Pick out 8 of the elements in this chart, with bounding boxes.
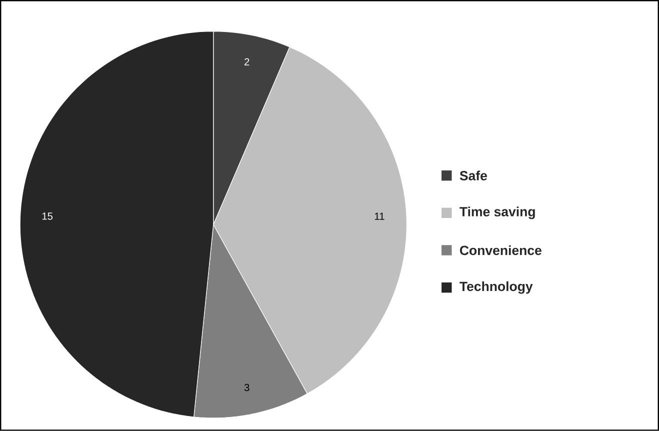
data-label: 15 — [42, 212, 53, 220]
data-label: 11 — [374, 212, 384, 220]
legend-label: Safe — [460, 170, 487, 180]
data-label: 2 — [244, 58, 250, 66]
legend-label: Time saving — [460, 206, 535, 220]
legend-label: Convenience — [460, 245, 542, 256]
legend-label: Technology — [460, 281, 533, 294]
data-label: 3 — [244, 384, 250, 392]
